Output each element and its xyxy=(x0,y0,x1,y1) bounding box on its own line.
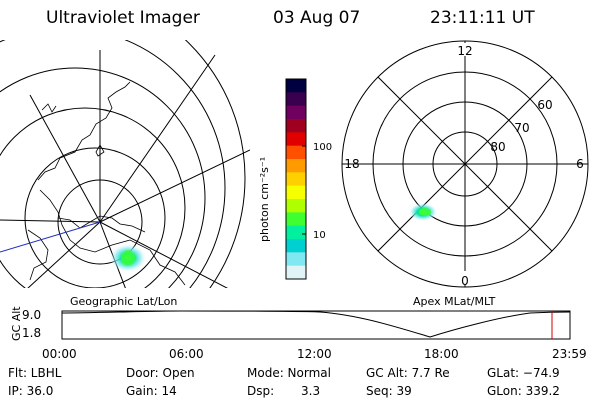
filter-info: Flt: LBHL xyxy=(8,366,62,380)
colorbar-band xyxy=(286,92,306,107)
colorbar-band xyxy=(286,132,306,147)
coastline-antarctica xyxy=(39,189,186,286)
dsp-value: 3.3 xyxy=(301,384,321,398)
glon-info: GLon: 339.2 xyxy=(487,384,560,398)
door-info: Door: Open xyxy=(126,366,195,380)
alt-curve xyxy=(61,310,571,338)
geo-lat-circle xyxy=(0,107,186,288)
colorbar-band xyxy=(286,119,306,133)
seq-info: Seq: 39 xyxy=(366,384,412,398)
time-label: 23:11:11 UT xyxy=(430,8,535,28)
time-tick-0600: 06:00 xyxy=(169,347,204,361)
colorbar-band xyxy=(286,239,306,253)
coastline-south-america xyxy=(27,229,49,281)
aurora-core-geo xyxy=(121,250,135,266)
colorbar-band xyxy=(286,212,306,227)
apex-diag-line xyxy=(377,76,553,252)
aurora-core-apex xyxy=(419,208,431,216)
colorbar-band xyxy=(286,199,306,213)
geo-meridian xyxy=(99,54,216,223)
time-tick-2359: 23:59 xyxy=(552,347,587,361)
geo-map-caption: Geographic Lat/Lon xyxy=(70,295,178,308)
geo-meridian xyxy=(29,94,101,223)
colorbar-tick-100: 100 xyxy=(313,142,333,153)
coastline-islands xyxy=(41,103,57,113)
instrument-title: Ultraviolet Imager xyxy=(46,8,200,28)
mlt-label-0: 0 xyxy=(461,274,469,288)
alt-ymin-label: 1.8 xyxy=(22,326,41,340)
time-tick-1800: 18:00 xyxy=(424,347,459,361)
geographic-map xyxy=(0,40,250,288)
mlat-label-60: 60 xyxy=(537,98,552,112)
time-tick-0000: 00:00 xyxy=(42,347,77,361)
colorbar-band xyxy=(286,105,306,120)
apex-map: 12 18 6 0 60 70 80 xyxy=(341,40,589,288)
geo-lat-circle xyxy=(0,40,226,288)
altitude-plot: GC Alt 9.0 1.8 xyxy=(10,306,571,341)
colorbar-band xyxy=(286,145,306,160)
gc-alt-info: GC Alt: 7.7 Re xyxy=(366,366,450,380)
colorbar-band xyxy=(286,252,306,267)
date-label: 03 Aug 07 xyxy=(273,8,361,28)
colorbar-band xyxy=(286,172,306,187)
gain-info: Gain: 14 xyxy=(126,384,177,398)
geo-meridian xyxy=(27,221,101,288)
colorbar-tick-10: 10 xyxy=(313,230,326,241)
colorbar-band xyxy=(286,159,306,173)
mlat-label-80: 80 xyxy=(490,140,505,154)
satellite-track-line xyxy=(0,221,101,253)
mlt-label-18: 18 xyxy=(344,157,359,171)
mlt-label-12: 12 xyxy=(457,44,472,58)
colorbar-band xyxy=(286,225,306,240)
alt-axis-label: GC Alt xyxy=(10,306,23,341)
colorbar-band xyxy=(286,79,306,93)
mode-info: Mode: Normal xyxy=(247,366,331,380)
alt-plot-frame xyxy=(61,310,571,340)
geo-lat-circle xyxy=(184,40,246,288)
geo-meridian xyxy=(0,219,101,223)
colorbar-unit-label: photon cm⁻²s⁻¹ xyxy=(258,156,271,242)
dsp-label: Dsp: xyxy=(247,384,275,398)
mlt-label-6: 6 xyxy=(576,157,584,171)
colorbar-band xyxy=(286,185,306,200)
geo-lat-circle xyxy=(24,147,166,288)
alt-ymax-label: 9.0 xyxy=(22,308,41,322)
coastline-ice-shelf xyxy=(57,215,146,233)
colorbar xyxy=(285,78,307,280)
apex-map-caption: Apex MLat/MLT xyxy=(413,295,496,308)
colorbar-band xyxy=(286,265,306,280)
title-bar: Ultraviolet Imager 03 Aug 07 23:11:11 UT xyxy=(0,0,600,34)
coastline-antarctic-peninsula xyxy=(37,81,131,181)
geo-meridian xyxy=(99,221,229,288)
geo-meridian xyxy=(99,149,250,223)
ip-info: IP: 36.0 xyxy=(8,384,54,398)
mlat-label-70: 70 xyxy=(514,121,529,135)
geo-lat-circle xyxy=(0,67,206,288)
coastline-island xyxy=(95,144,105,157)
time-tick-1200: 12:00 xyxy=(297,347,332,361)
glat-info: GLat: −74.9 xyxy=(487,366,560,380)
